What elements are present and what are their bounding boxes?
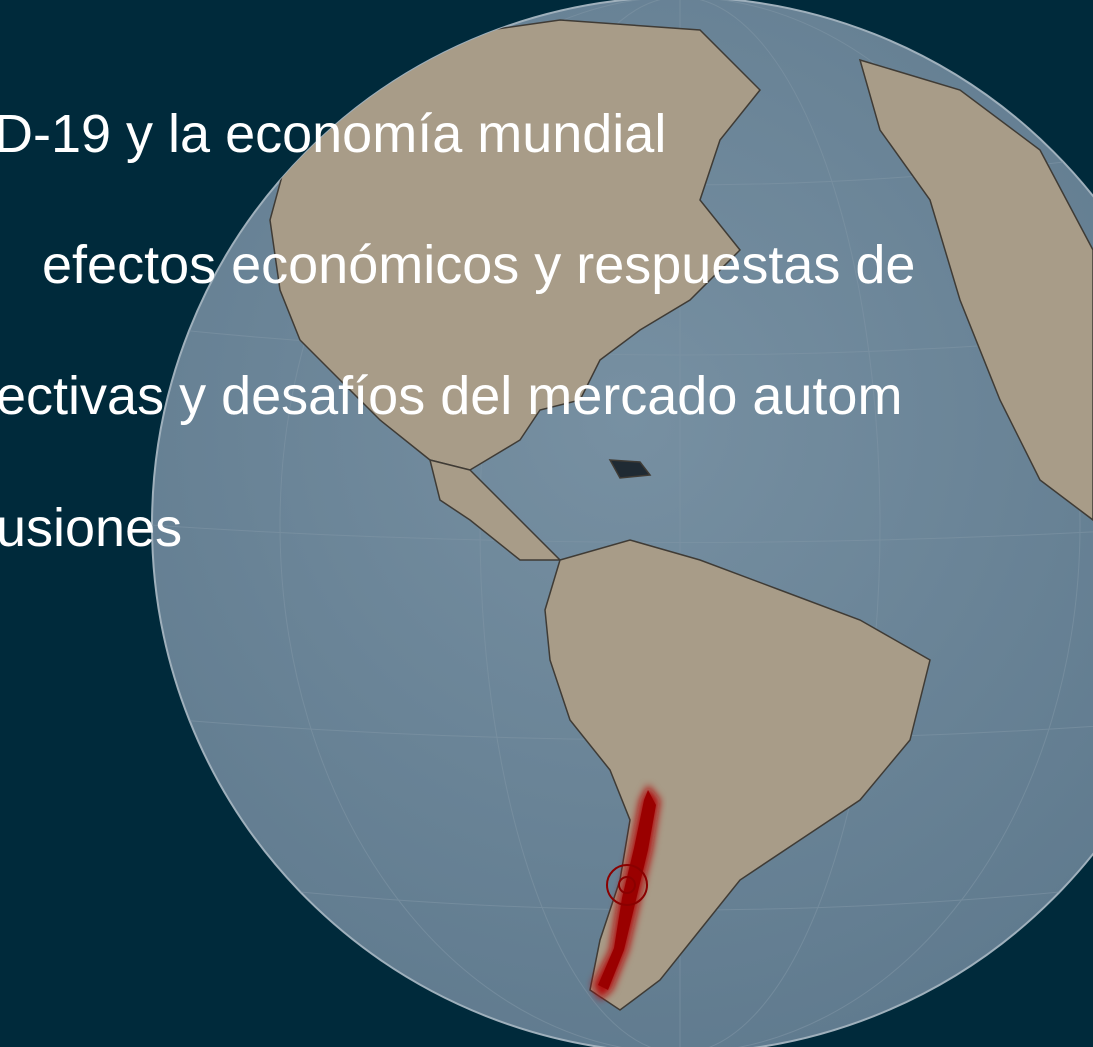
north-america [269,19,762,471]
europe-africa [858,58,1093,522]
list-item: ectivas y desafíos del mercado autom [0,366,902,426]
list-item: D-19 y la economía mundial [0,104,666,164]
globe [151,0,1093,1047]
location-ring [606,864,648,906]
list-item: efectos económicos y respuestas de [42,235,915,295]
bullet-list: D-19 y la economía mundial efectos econó… [0,104,915,558]
location-dot [618,876,636,894]
list-item: usiones [0,498,182,558]
caribbean-island [608,459,652,479]
highlight-region-core [598,790,656,990]
